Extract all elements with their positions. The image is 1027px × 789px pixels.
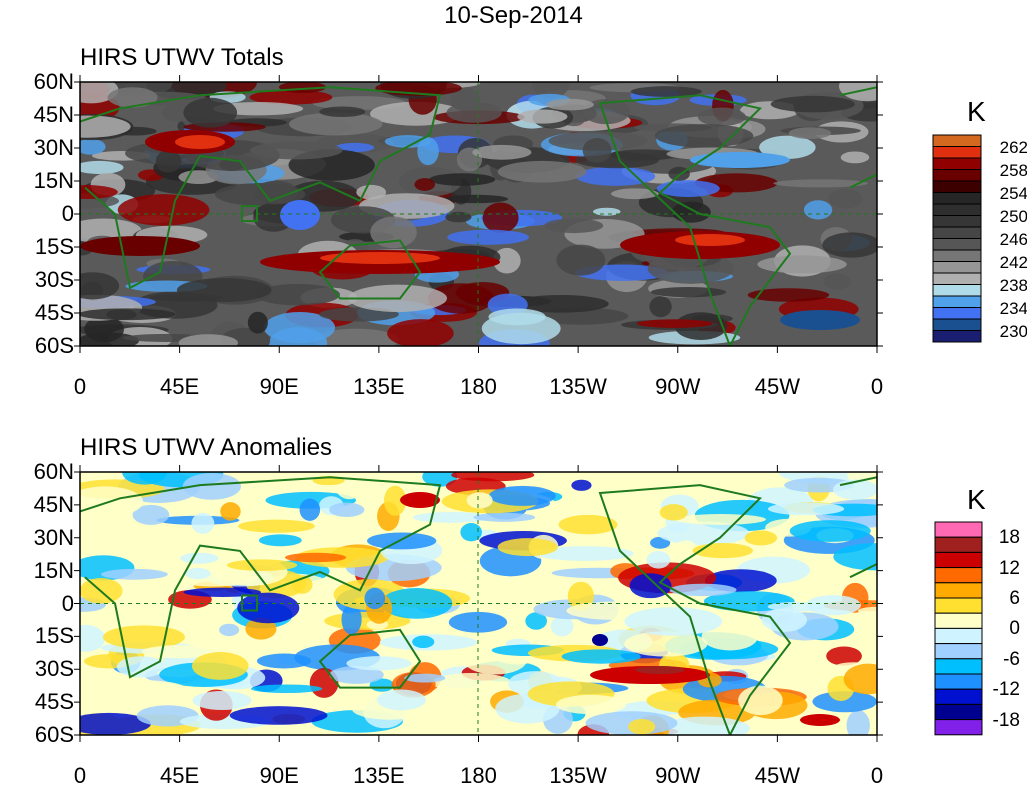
colorbar-swatch [934, 536, 983, 553]
lat-label: 30S [34, 656, 74, 682]
colorbar-label: 18 [998, 527, 1020, 549]
lon-label: 135E [353, 374, 405, 399]
lat-label: 30S [34, 267, 74, 292]
colorbar-swatch [934, 521, 983, 538]
colorbar-swatch [934, 673, 983, 690]
colorbar-unit-anomalies: K [967, 484, 986, 515]
colorbar-swatch [932, 284, 982, 297]
colorbar-swatch [932, 180, 982, 193]
colorbar-label: 238 [999, 275, 1027, 295]
field-shading [80, 82, 877, 346]
colorbar-swatch [932, 238, 982, 251]
colorbar-swatch [934, 703, 983, 721]
lon-label: 45E [160, 374, 200, 399]
lon-label: 180 [460, 763, 497, 788]
colorbar-swatch [932, 318, 982, 331]
colorbar-swatch [932, 272, 982, 285]
colorbar-label: 254 [999, 183, 1027, 203]
colorbar-label: 12 [998, 557, 1020, 579]
lat-label: 0 [61, 590, 74, 616]
colorbar-label: 230 [999, 321, 1027, 341]
lat-label: 15S [34, 623, 74, 649]
lon-label: 45W [754, 374, 800, 399]
lat-label: 60S [34, 722, 74, 747]
lon-label: 135W [549, 763, 607, 788]
lon-label: 90W [655, 374, 701, 399]
lat-label: 45N [33, 491, 74, 517]
colorbar-label: 242 [999, 252, 1027, 272]
panel-title-totals: HIRS UTWV Totals [80, 44, 284, 71]
colorbar-swatch [934, 582, 983, 599]
lat-label: 60S [34, 333, 74, 358]
lon-label: 0 [73, 374, 87, 399]
lat-label: 15N [33, 168, 74, 193]
colorbar-label: 0 [1009, 618, 1020, 640]
map-panel-0 [74, 75, 883, 353]
colorbar-swatch [934, 658, 983, 675]
lat-label: 30N [33, 135, 74, 160]
colorbar-label: -18 [992, 709, 1020, 731]
colorbar-swatch [934, 612, 983, 629]
colorbar-swatch [934, 597, 983, 614]
colorbar-swatch [932, 215, 982, 228]
lon-label: 90E [259, 374, 299, 399]
panel-title-anomalies: HIRS UTWV Anomalies [80, 434, 333, 461]
coastlines [80, 86, 877, 346]
colorbar-swatch [934, 643, 983, 660]
colorbar-swatch [934, 688, 983, 705]
lat-label: 60N [33, 69, 74, 94]
lat-label: 60N [33, 459, 74, 484]
lon-label: 135W [549, 374, 607, 399]
colorbar-swatch [932, 261, 982, 274]
colorbar-swatch [934, 551, 983, 569]
lon-label: 90W [655, 763, 701, 788]
colorbar-swatch [932, 249, 982, 262]
colorbar-label: -6 [1003, 648, 1020, 670]
colorbar-label: -12 [992, 679, 1020, 701]
lon-label: 45E [160, 763, 200, 788]
colorbar-swatch [934, 627, 983, 645]
colorbar-swatch [932, 146, 982, 159]
colorbar-swatch [932, 157, 982, 170]
lat-label: 15S [34, 234, 74, 259]
colorbar-swatch [932, 203, 982, 216]
lon-label: 0 [870, 374, 884, 399]
lat-label: 30N [33, 524, 74, 550]
figure-title: 10-Sep-2014 [444, 2, 583, 29]
colorbar-label: 250 [999, 206, 1027, 226]
colorbar-swatch [932, 134, 982, 147]
lon-label: 0 [870, 763, 884, 788]
colorbar-label: 258 [999, 160, 1027, 180]
lon-label: 135E [353, 763, 405, 788]
lon-label: 0 [73, 763, 87, 788]
colorbar-unit-totals: K [967, 96, 986, 127]
colorbar-label: 234 [999, 298, 1027, 318]
lon-label: 45W [754, 763, 800, 788]
field-shading [80, 472, 877, 735]
colorbar-label: 6 [1009, 588, 1020, 609]
lat-label: 0 [61, 201, 74, 226]
colorbar-swatch [934, 719, 983, 736]
map-panel-1 [74, 465, 883, 742]
colorbar-swatch [932, 330, 982, 343]
lat-label: 45S [34, 300, 74, 325]
colorbar-swatch [934, 567, 983, 584]
colorbar-swatch [932, 192, 982, 205]
colorbar-label: 262 [999, 137, 1027, 157]
colorbar-label: 246 [999, 229, 1027, 249]
lat-label: 45N [33, 102, 74, 127]
lat-label: 15N [33, 557, 74, 583]
colorbar-swatch [932, 169, 982, 182]
colorbar-swatch [932, 226, 982, 239]
lat-label: 45S [34, 689, 74, 715]
lon-label: 180 [460, 374, 497, 399]
lon-label: 90E [259, 763, 299, 788]
colorbar-swatch [932, 295, 982, 308]
colorbar-swatch [932, 307, 982, 320]
